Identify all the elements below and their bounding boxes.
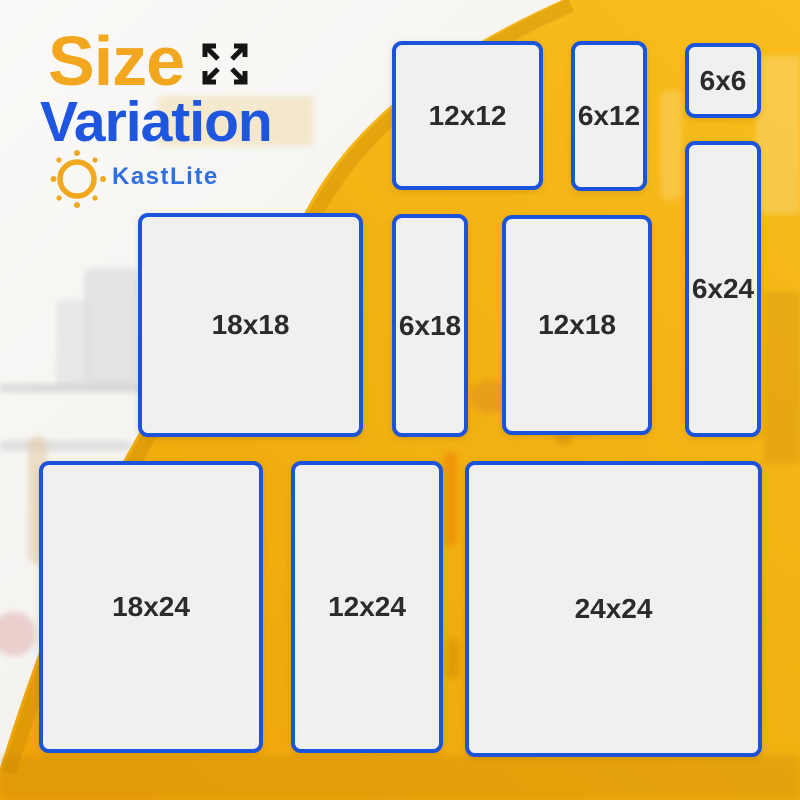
size-box-24x24: 24x24 xyxy=(465,461,762,757)
size-box-label: 24x24 xyxy=(574,593,653,624)
size-box-label: 12x12 xyxy=(428,99,507,131)
size-box-label: 6x12 xyxy=(577,100,641,131)
size-box-label: 12x18 xyxy=(538,309,616,340)
size-box-12x24: 12x24 xyxy=(291,461,443,753)
size-box-label: 6x24 xyxy=(691,273,755,304)
size-box-label: 18x24 xyxy=(112,591,190,622)
brand-name: KastLite xyxy=(112,163,219,190)
size-box-18x24: 18x24 xyxy=(39,461,263,753)
expand-arrows-icon xyxy=(202,43,248,85)
size-box-label: 18x18 xyxy=(211,309,290,340)
size-box-12x12: 12x12 xyxy=(392,41,543,190)
size-box-6x18: 6x18 xyxy=(392,214,468,437)
size-box-18x18: 18x18 xyxy=(138,213,363,437)
size-box-6x6: 6x6 xyxy=(685,43,761,118)
size-box-6x12: 6x12 xyxy=(571,41,647,191)
brand-logo: KastLite xyxy=(50,148,330,212)
title-size: Size xyxy=(48,22,185,100)
title-variation: Variation xyxy=(40,90,273,154)
size-box-6x24: 6x24 xyxy=(685,141,761,437)
size-box-label: 6x18 xyxy=(398,309,462,341)
size-box-label: 6x6 xyxy=(699,64,747,96)
size-box-12x18: 12x18 xyxy=(502,215,652,435)
sun-icon xyxy=(50,150,106,208)
size-box-label: 12x24 xyxy=(328,591,406,622)
